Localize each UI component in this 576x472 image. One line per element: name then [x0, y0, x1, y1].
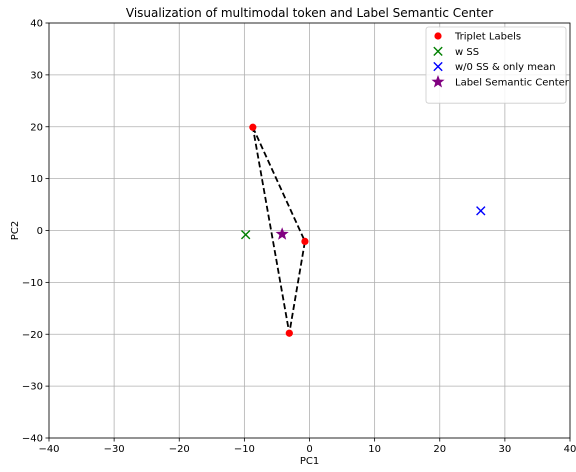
- legend-marker-w-0-ss-only-mean-stroke: [433, 61, 443, 72]
- y-tick-label: 30: [30, 70, 43, 81]
- legend-marker-w-ss: [433, 46, 443, 56]
- chart-title: Visualization of multimodal token and La…: [126, 6, 493, 20]
- legend-label-w-ss: w SS: [455, 47, 479, 58]
- legend-marker-label-semantic-center: [431, 75, 445, 88]
- x-tick-label: −10: [234, 444, 255, 455]
- point-triplet-labels: [285, 329, 293, 337]
- y-tick-label: −30: [22, 382, 43, 393]
- point-w-ss: [240, 229, 251, 240]
- point-label-semantic-center: [275, 227, 289, 240]
- y-tick-label: 20: [30, 122, 43, 133]
- point-w-0-ss-only-mean: [476, 206, 486, 216]
- legend-label-w-0-ss-only-mean: w/0 SS & only mean: [455, 62, 556, 73]
- legend-box: [425, 26, 567, 104]
- legend-marker-triplet-labels: [434, 32, 442, 40]
- legend: Triplet Labels w SS w/0 SS & only mean Labe…: [425, 26, 570, 104]
- x-tick-label: 0: [306, 444, 312, 455]
- y-tick-label: −10: [22, 278, 43, 289]
- point-triplet-labels: [301, 237, 309, 245]
- y-axis-label: PC2: [10, 221, 21, 240]
- triplet-triangle-outline: [251, 126, 306, 334]
- x-axis-label: PC1: [300, 456, 319, 467]
- x-tick-label: 30: [499, 444, 512, 455]
- x-tick-label: −40: [38, 444, 59, 455]
- legend-marker-w-0-ss-only-mean: [433, 61, 443, 72]
- point-w-0-ss-only-mean-stroke: [476, 206, 486, 216]
- x-tick-label: 20: [433, 444, 446, 455]
- legend-label-triplet-labels: Triplet Labels: [454, 32, 521, 43]
- axis-ticks: −40 −30 −20 −10 0 10 20 30 40 −40 −30 −20 −10 0 10 20 30…: [22, 19, 576, 456]
- x-tick-label: −30: [104, 444, 125, 455]
- y-tick-label: 40: [30, 19, 43, 30]
- point-w-ss-stroke: [240, 229, 251, 240]
- y-tick-label: −20: [22, 330, 43, 341]
- triplet-triangle: [251, 126, 306, 334]
- y-tick-label: −40: [22, 434, 43, 445]
- x-tick-label: 10: [368, 444, 381, 455]
- point-triplet-labels: [249, 123, 257, 131]
- x-tick-label: 40: [564, 444, 576, 455]
- y-tick-label: 10: [30, 174, 43, 185]
- data-points: [240, 123, 486, 337]
- legend-marker-w-ss-stroke: [433, 46, 443, 56]
- y-tick-label: 0: [37, 226, 43, 237]
- legend-label-label-semantic-center: Label Semantic Center: [455, 77, 570, 88]
- x-tick-label: −20: [169, 444, 190, 455]
